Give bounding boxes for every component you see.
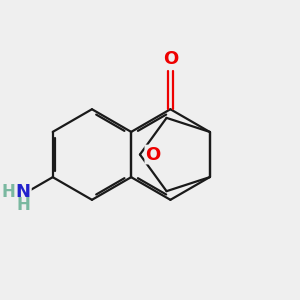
Text: H: H <box>16 196 30 214</box>
Text: O: O <box>163 50 178 68</box>
Text: N: N <box>16 183 31 201</box>
Text: O: O <box>146 146 160 164</box>
Text: H: H <box>1 183 15 201</box>
